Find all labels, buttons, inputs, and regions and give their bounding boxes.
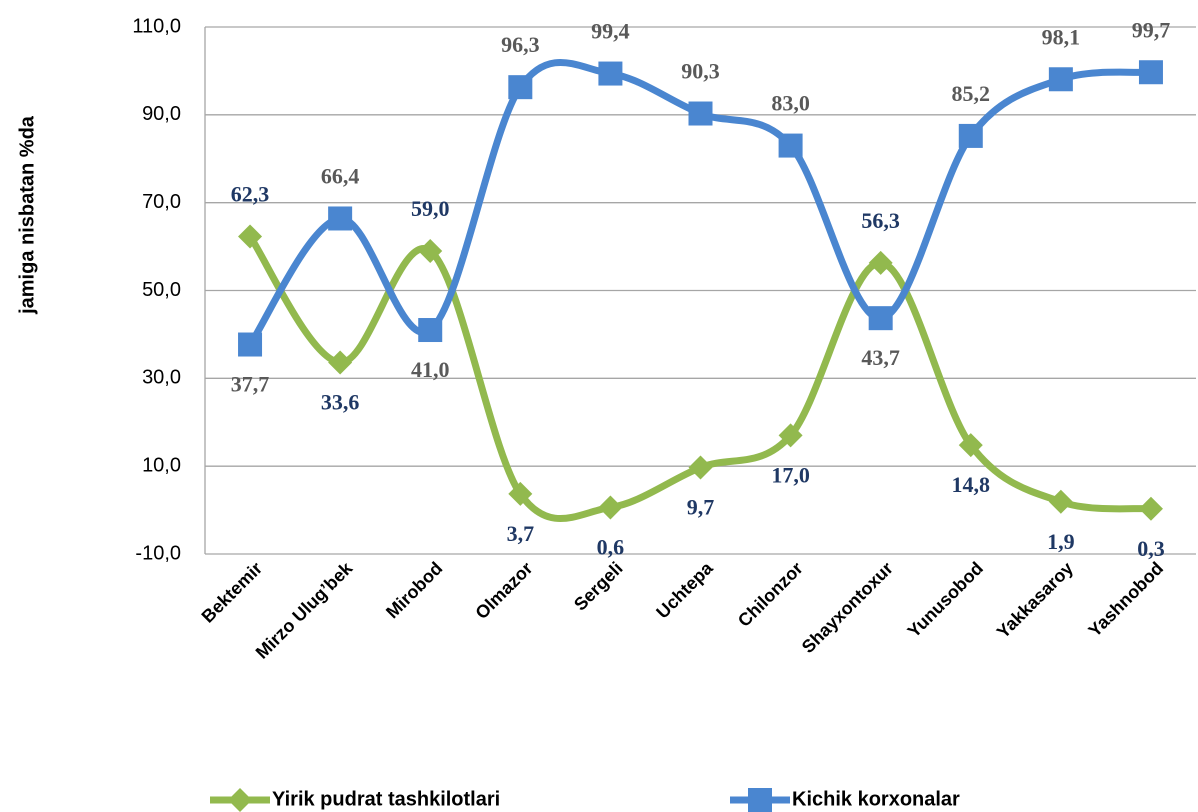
x-tick-label: Yunusobod xyxy=(904,558,987,641)
data-point xyxy=(778,423,803,448)
x-tick-label: Uchtepa xyxy=(652,557,717,622)
y-tick-label: 90,0 xyxy=(142,103,181,125)
data-label: 85,2 xyxy=(952,81,991,106)
data-label: 14,8 xyxy=(952,472,991,497)
x-tick-label: Yakkasaroy xyxy=(993,558,1077,642)
data-label: 9,7 xyxy=(687,495,715,520)
data-point xyxy=(328,350,353,375)
data-label: 0,3 xyxy=(1137,536,1165,561)
x-tick-label: Mirzo Ulug’bek xyxy=(252,557,357,662)
legend-label: Yirik pudrat tashkilotlari xyxy=(272,788,500,810)
data-point xyxy=(328,206,353,231)
legend-label: Kichik korxonalar xyxy=(792,788,960,810)
data-label: 99,4 xyxy=(591,19,630,44)
data-label: 90,3 xyxy=(681,59,720,84)
legend-marker xyxy=(748,788,772,812)
data-label: 43,7 xyxy=(861,345,900,370)
data-point xyxy=(778,133,803,158)
data-point xyxy=(418,318,443,343)
data-label: 3,7 xyxy=(507,521,535,546)
y-tick-label: -10,0 xyxy=(135,542,181,564)
x-tick-label: Olmazor xyxy=(471,558,536,623)
data-label: 66,4 xyxy=(321,164,360,189)
data-label: 98,1 xyxy=(1042,24,1081,49)
data-label: 96,3 xyxy=(501,32,540,57)
data-label: 83,0 xyxy=(771,91,810,116)
y-tick-label: 30,0 xyxy=(142,367,181,389)
data-point xyxy=(1138,496,1163,521)
data-point xyxy=(958,433,983,458)
data-label: 56,3 xyxy=(861,208,900,233)
y-tick-label: 50,0 xyxy=(142,279,181,301)
legend-marker xyxy=(228,788,252,812)
x-tick-label: Sergeli xyxy=(570,558,627,615)
data-point xyxy=(868,306,893,331)
data-label: 59,0 xyxy=(411,196,450,221)
data-point xyxy=(688,455,713,480)
data-point xyxy=(1138,60,1163,85)
data-point xyxy=(958,123,983,148)
data-point xyxy=(238,332,263,357)
data-label: 41,0 xyxy=(411,357,450,382)
data-point xyxy=(1048,489,1073,514)
data-point xyxy=(598,495,623,520)
x-tick-label: Chilonzor xyxy=(734,558,807,631)
data-point xyxy=(238,224,263,249)
y-tick-label: 10,0 xyxy=(142,454,181,476)
data-label: 17,0 xyxy=(771,462,810,487)
data-point xyxy=(598,61,623,86)
data-point xyxy=(868,250,893,275)
data-label: 37,7 xyxy=(231,372,270,397)
data-label: 62,3 xyxy=(231,182,270,207)
x-tick-label: Yashnobod xyxy=(1084,558,1167,641)
x-tick-label: Shayxontoxur xyxy=(798,558,897,657)
data-label: 0,6 xyxy=(597,534,625,559)
data-point xyxy=(688,101,713,126)
data-label: 33,6 xyxy=(321,390,360,415)
data-point xyxy=(418,238,443,263)
data-point xyxy=(1048,67,1073,92)
y-tick-label: 70,0 xyxy=(142,191,181,213)
data-point xyxy=(508,75,533,100)
x-tick-label: Mirobod xyxy=(382,558,446,622)
data-label: 99,7 xyxy=(1132,17,1171,42)
data-point xyxy=(508,481,533,506)
data-label: 1,9 xyxy=(1047,529,1075,554)
y-tick-label: 110,0 xyxy=(132,15,181,37)
x-tick-label: Bektemir xyxy=(198,558,267,627)
y-axis-label: jamiga nisbatan %da xyxy=(16,115,38,315)
